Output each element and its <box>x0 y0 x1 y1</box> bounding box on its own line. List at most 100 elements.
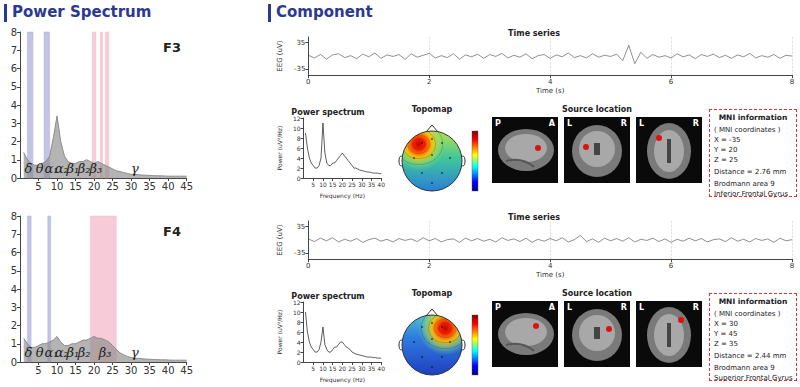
svg-text:8: 8 <box>790 262 794 270</box>
svg-text:15: 15 <box>329 181 337 188</box>
svg-text:Source location: Source location <box>562 289 632 298</box>
svg-text:β₂: β₂ <box>77 345 91 360</box>
svg-text:5: 5 <box>11 81 17 92</box>
svg-text:EEG (uV): EEG (uV) <box>276 224 284 255</box>
svg-text:6: 6 <box>11 63 17 74</box>
svg-text:45: 45 <box>180 365 193 376</box>
svg-text:2: 2 <box>11 320 17 331</box>
svg-text:6: 6 <box>669 262 674 270</box>
svg-text:0: 0 <box>306 262 310 270</box>
svg-text:1: 1 <box>11 338 17 349</box>
svg-text:A: A <box>549 303 556 312</box>
svg-text:35: 35 <box>368 365 376 372</box>
svg-text:F3: F3 <box>163 40 181 55</box>
svg-text:1: 1 <box>11 154 17 165</box>
svg-text:6: 6 <box>297 145 301 152</box>
svg-text:25: 25 <box>106 365 119 376</box>
svg-text:R: R <box>693 303 699 312</box>
svg-text:35: 35 <box>143 365 156 376</box>
svg-text:25: 25 <box>348 181 356 188</box>
svg-text:4: 4 <box>297 339 301 346</box>
svg-text:35: 35 <box>296 39 305 47</box>
svg-text:5: 5 <box>35 181 41 192</box>
svg-text:40: 40 <box>162 181 175 192</box>
svg-text:8: 8 <box>297 135 301 142</box>
svg-text:30: 30 <box>358 365 366 372</box>
svg-text:R: R <box>693 119 699 128</box>
svg-text:20: 20 <box>88 181 101 192</box>
svg-text:R: R <box>621 303 627 312</box>
svg-text:0: 0 <box>297 175 301 182</box>
svg-text:15: 15 <box>329 365 337 372</box>
svg-text:30: 30 <box>358 181 366 188</box>
svg-text:10: 10 <box>319 181 327 188</box>
svg-text:F4: F4 <box>163 224 181 239</box>
svg-text:2: 2 <box>297 349 301 356</box>
svg-text:0: 0 <box>11 357 17 368</box>
svg-text:10: 10 <box>293 309 301 316</box>
svg-text:δ: δ <box>25 161 33 176</box>
svg-text:L: L <box>567 303 572 312</box>
svg-text:25: 25 <box>106 181 119 192</box>
svg-text:θ: θ <box>36 161 44 176</box>
svg-text:2: 2 <box>297 165 301 172</box>
svg-text:35: 35 <box>143 181 156 192</box>
svg-text:Time series: Time series <box>508 213 560 222</box>
svg-text:4: 4 <box>297 155 301 162</box>
svg-text:-35: -35 <box>294 65 305 73</box>
svg-text:20: 20 <box>88 365 101 376</box>
svg-text:6: 6 <box>669 78 674 86</box>
svg-text:3: 3 <box>11 302 17 313</box>
svg-text:10: 10 <box>51 181 64 192</box>
svg-text:Topomap: Topomap <box>412 289 453 298</box>
svg-text:10: 10 <box>293 125 301 132</box>
svg-text:25: 25 <box>348 365 356 372</box>
svg-text:2: 2 <box>11 136 17 147</box>
svg-text:6: 6 <box>11 247 17 258</box>
svg-text:0: 0 <box>11 173 17 184</box>
svg-text:15: 15 <box>69 365 82 376</box>
svg-text:Power (uV²/Hz): Power (uV²/Hz) <box>276 126 283 171</box>
svg-text:5: 5 <box>35 365 41 376</box>
svg-text:L: L <box>639 303 644 312</box>
svg-text:4: 4 <box>548 262 553 270</box>
svg-text:40: 40 <box>162 365 175 376</box>
svg-text:Source location: Source location <box>562 105 632 114</box>
svg-text:Time series: Time series <box>508 29 560 38</box>
svg-text:7: 7 <box>11 229 17 240</box>
svg-text:-35: -35 <box>294 249 305 257</box>
svg-text:Topomap: Topomap <box>412 105 453 114</box>
svg-text:7: 7 <box>11 45 17 56</box>
svg-text:γ: γ <box>131 345 139 360</box>
svg-text:20: 20 <box>339 181 347 188</box>
svg-text:35: 35 <box>296 223 305 231</box>
svg-text:EEG (uV): EEG (uV) <box>276 40 284 71</box>
svg-text:10: 10 <box>319 365 327 372</box>
svg-text:10: 10 <box>51 365 64 376</box>
svg-text:35: 35 <box>368 181 376 188</box>
svg-text:A: A <box>549 119 556 128</box>
svg-text:Power spectrum: Power spectrum <box>291 108 364 117</box>
svg-text:40: 40 <box>377 181 385 188</box>
svg-text:P: P <box>495 303 501 312</box>
svg-text:15: 15 <box>69 181 82 192</box>
svg-text:0: 0 <box>306 78 310 86</box>
svg-text:8: 8 <box>11 211 17 222</box>
svg-text:30: 30 <box>125 181 138 192</box>
svg-text:β₃: β₃ <box>98 345 112 360</box>
svg-text:4: 4 <box>548 78 553 86</box>
svg-text:5: 5 <box>311 365 315 372</box>
svg-text:40: 40 <box>377 365 385 372</box>
svg-text:θ: θ <box>36 345 44 360</box>
svg-text:4: 4 <box>11 100 17 111</box>
svg-text:L: L <box>567 119 572 128</box>
svg-text:8: 8 <box>790 78 794 86</box>
svg-text:0: 0 <box>297 359 301 366</box>
svg-text:L: L <box>639 119 644 128</box>
svg-text:δ: δ <box>25 345 33 360</box>
svg-text:Time (s): Time (s) <box>535 87 565 95</box>
svg-text:β₂: β₂ <box>77 161 91 176</box>
svg-text:γ: γ <box>131 161 139 176</box>
svg-text:8: 8 <box>297 319 301 326</box>
svg-text:5: 5 <box>11 265 17 276</box>
